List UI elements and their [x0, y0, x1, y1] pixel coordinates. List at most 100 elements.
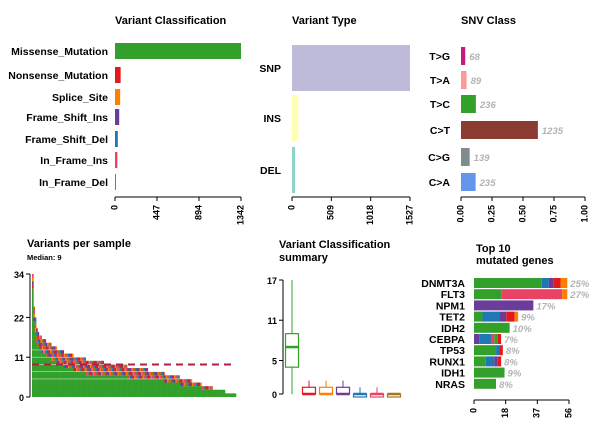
- sample-bar-segment: [110, 371, 113, 376]
- sample-bar-segment: [106, 371, 109, 376]
- gene-bar-segment-tp53: [499, 345, 503, 356]
- sample-bar-segment: [71, 364, 74, 369]
- sample-bar-segment: [179, 386, 182, 397]
- bar-in_frame_del: [115, 174, 116, 190]
- sample-bar-segment: [32, 281, 34, 285]
- sample-bar-segment: [147, 371, 150, 376]
- gene-pct-idh1: 9%: [508, 369, 522, 380]
- sample-bar-segment: [40, 342, 42, 347]
- category-label-del: DEL: [260, 165, 282, 177]
- sample-bar-segment: [167, 378, 169, 383]
- sample-bar-segment: [185, 386, 187, 397]
- sample-bar-segment: [164, 378, 167, 383]
- gene-pct-nras: 8%: [499, 380, 513, 391]
- data-label-ctot: 1235: [542, 126, 564, 137]
- sample-bar-segment: [77, 368, 80, 372]
- sample-bar-segment: [70, 353, 73, 358]
- sample-bar-segment: [138, 368, 140, 372]
- sample-bar-segment: [69, 360, 71, 365]
- sample-bar-segment: [125, 371, 128, 376]
- sample-bar-segment: [44, 346, 47, 350]
- gene-pct-cebpa: 7%: [504, 335, 518, 346]
- data-label-ttoc: 236: [479, 100, 497, 111]
- bar-del: [292, 147, 296, 193]
- gene-label-nras: NRAS: [435, 379, 465, 391]
- sample-bar-segment: [211, 389, 213, 397]
- sample-bar-segment: [186, 386, 189, 397]
- sample-bar-segment: [43, 339, 45, 343]
- sample-bar-segment: [47, 353, 49, 358]
- sample-bar-segment: [143, 371, 146, 376]
- sample-bar-segment: [67, 353, 70, 358]
- sample-bar-segment: [99, 371, 102, 376]
- sample-bar-segment: [103, 368, 106, 372]
- sample-bar-segment: [91, 368, 93, 372]
- sample-bar-segment: [73, 371, 76, 397]
- sample-bar-segment: [91, 364, 93, 369]
- sample-bar-segment: [49, 342, 52, 347]
- sample-bar-segment: [32, 274, 34, 278]
- sample-bar-segment: [106, 375, 109, 397]
- sample-bar-segment: [62, 353, 65, 358]
- sample-bar-segment: [156, 378, 158, 397]
- sample-bar-segment: [38, 335, 41, 340]
- sample-bar-segment: [116, 375, 118, 397]
- sample-bar-segment: [34, 321, 37, 325]
- sample-bar-segment: [67, 360, 70, 365]
- gene-bar-segment-tp53: [496, 345, 500, 356]
- sample-bar-segment: [91, 371, 93, 376]
- sample-bar-segment: [109, 368, 111, 372]
- gene-bar-segment-nras: [474, 378, 497, 389]
- sample-bar-segment: [56, 349, 59, 354]
- sample-bar-segment: [76, 357, 78, 361]
- sample-bar-segment: [142, 375, 144, 379]
- variant-classification-title: Variant Classification: [115, 15, 227, 27]
- sample-bar-segment: [140, 371, 143, 376]
- sample-bar-segment: [95, 368, 98, 372]
- sample-bar-segment: [67, 368, 70, 397]
- sample-bar-segment: [113, 371, 116, 376]
- sample-bar-segment: [223, 389, 226, 397]
- sample-bar-segment: [73, 368, 76, 372]
- sample-bar-segment: [96, 360, 99, 365]
- sample-bar-segment: [204, 386, 206, 390]
- gene-bar-segment-flt3: [562, 289, 568, 300]
- sample-bar-segment: [116, 371, 118, 376]
- y-tick-label-0: 0: [272, 390, 277, 400]
- sample-bar-segment: [33, 313, 36, 318]
- sample-bar-segment: [92, 371, 95, 376]
- gene-bar-segment-tet2: [499, 311, 507, 322]
- sample-bar-segment: [55, 353, 58, 358]
- sample-bar-segment: [74, 368, 77, 372]
- bar-ttoc: [461, 95, 476, 113]
- sample-bar-segment: [201, 386, 204, 390]
- sample-bar-segment: [191, 382, 194, 387]
- sample-bar-segment: [88, 375, 91, 397]
- sample-bar-segment: [66, 357, 69, 361]
- sample-bar-segment: [168, 378, 171, 383]
- sample-bar-segment: [77, 357, 80, 361]
- sample-bar-segment: [100, 360, 103, 365]
- sample-bar-segment: [91, 360, 93, 365]
- sample-bar-segment: [34, 317, 37, 322]
- sample-bar-segment: [180, 386, 183, 397]
- sample-bar-segment: [150, 375, 153, 379]
- sample-bar-segment: [132, 371, 135, 376]
- sample-bar-segment: [58, 357, 60, 361]
- sample-bar-segment: [107, 364, 110, 369]
- sample-bar-segment: [138, 378, 140, 397]
- sample-bar-segment: [62, 360, 65, 365]
- sample-bar-segment: [73, 364, 76, 369]
- data-label-ctog: 139: [474, 153, 491, 164]
- sample-bar-segment: [173, 378, 176, 383]
- sample-bar-segment: [121, 364, 124, 369]
- sample-bar-segment: [52, 357, 55, 361]
- sample-bar-segment: [80, 357, 82, 361]
- sample-bar-segment: [80, 360, 82, 365]
- sample-bar-segment: [102, 360, 104, 365]
- sample-bar-segment: [171, 382, 173, 397]
- sample-bar-segment: [151, 378, 154, 397]
- sample-bar-segment: [48, 353, 51, 358]
- sample-bar-segment: [145, 368, 147, 372]
- sample-bar-segment: [89, 375, 92, 397]
